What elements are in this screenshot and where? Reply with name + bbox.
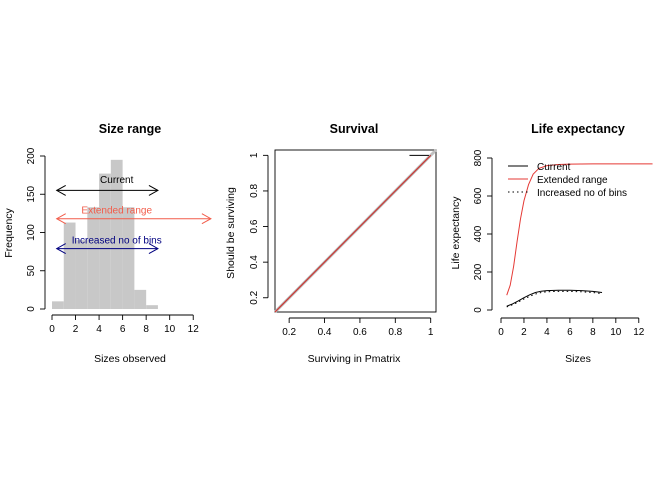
x-tick-label: 0	[49, 324, 55, 335]
legend: Current Extended range Increased no of bin…	[508, 162, 627, 199]
chart-title: Life expectancy	[531, 122, 625, 136]
x-tick-label: 10	[164, 324, 176, 335]
histogram-bars	[52, 159, 158, 309]
range-label: Increased no of bins	[72, 235, 162, 246]
survival-line	[274, 154, 432, 313]
y-axis-label: Life expectancy	[450, 196, 462, 270]
y-tick-label: 600	[473, 187, 484, 204]
y-tick-label: 400	[473, 225, 484, 242]
range-arrows: Current Extended range Increased no of bin…	[55, 175, 212, 255]
y-tick-label: 0	[26, 306, 37, 312]
x-tick-label: 12	[188, 324, 200, 335]
legend-label: Current	[537, 162, 571, 173]
x-tick-label: 4	[96, 324, 102, 335]
histogram-bar	[110, 159, 123, 309]
series-line	[506, 289, 603, 307]
legend-label: Extended range	[537, 175, 608, 186]
y-tick-label: 0.8	[249, 184, 260, 198]
arrow-head	[55, 243, 66, 255]
y-axis-label: Frequency	[3, 207, 15, 257]
plot-frame	[274, 149, 437, 313]
x-tick-label: 0.2	[282, 327, 296, 338]
x-axis: 0.2 0.4 0.6 0.8 1	[282, 317, 434, 338]
x-axis: 0 2 4 6 8 10 12	[49, 314, 200, 335]
histogram-bar	[52, 301, 64, 309]
arrow-head	[201, 213, 212, 225]
histogram-bar	[63, 222, 76, 309]
x-tick-label: 0	[498, 327, 504, 338]
x-tick-label: 0.6	[353, 327, 367, 338]
y-tick-label: 0.2	[249, 290, 260, 304]
y-axis: 0 50 100 150 200	[26, 147, 46, 312]
x-axis-label: Sizes	[565, 353, 591, 365]
y-axis: 0 200 400 600 800	[473, 149, 493, 313]
x-tick-label: 2	[73, 324, 79, 335]
range-label: Extended range	[81, 206, 152, 217]
histogram-bar	[75, 240, 88, 309]
x-tick-label: 6	[120, 324, 126, 335]
y-tick-label: 200	[473, 263, 484, 280]
y-tick-label: 0.6	[249, 219, 260, 233]
x-tick-label: 0.8	[388, 327, 402, 338]
life-expectancy-lines	[506, 163, 653, 308]
arrow-head	[55, 184, 66, 196]
arrow-head	[148, 243, 159, 255]
histogram-bar	[134, 289, 147, 309]
x-tick-label: 10	[610, 327, 622, 338]
x-tick-label: 0.4	[318, 327, 332, 338]
x-tick-label: 2	[521, 327, 527, 338]
arrow-head	[148, 184, 159, 196]
y-tick-label: 0.4	[249, 255, 260, 269]
x-axis: 0 2 4 6 8 10 12	[498, 317, 645, 338]
x-tick-label: 8	[590, 327, 596, 338]
histogram-bar	[99, 173, 111, 309]
x-tick-label: 6	[567, 327, 573, 338]
y-tick-label: 800	[473, 149, 484, 166]
y-tick-label: 150	[26, 185, 37, 202]
y-axis: 0.2 0.4 0.6 0.8 1	[249, 152, 269, 305]
y-tick-label: 100	[26, 224, 37, 241]
legend-label: Increased no of bins	[537, 188, 627, 199]
x-axis-label: Sizes observed	[94, 353, 166, 365]
panel-size-range: Size range Sizes observed Frequency Curr…	[3, 122, 212, 365]
range-label: Current	[100, 175, 134, 186]
x-tick-label: 1	[428, 327, 434, 338]
chart-title: Survival	[330, 122, 379, 136]
x-tick-label: 12	[633, 327, 645, 338]
x-tick-label: 8	[143, 324, 149, 335]
y-tick-label: 200	[26, 147, 37, 164]
histogram-bar	[87, 207, 100, 309]
y-tick-label: 0	[473, 307, 484, 313]
panel-life-expectancy: Life expectancy Sizes Life expectancy Cu…	[450, 122, 653, 365]
histogram-bar	[146, 305, 158, 309]
series-line	[506, 290, 603, 308]
histogram-bar	[122, 207, 135, 309]
y-tick-label: 50	[26, 265, 37, 277]
arrow-head	[55, 213, 66, 225]
survival-lines	[273, 148, 438, 314]
y-tick-label: 1	[249, 152, 260, 158]
x-axis-label: Surviving in Pmatrix	[308, 353, 402, 365]
y-axis-label: Should be surviving	[225, 187, 237, 279]
series-line	[506, 163, 653, 296]
x-tick-label: 4	[544, 327, 550, 338]
chart-title: Size range	[99, 122, 162, 136]
panel-survival: Survival Surviving in Pmatrix Should be …	[225, 122, 438, 365]
